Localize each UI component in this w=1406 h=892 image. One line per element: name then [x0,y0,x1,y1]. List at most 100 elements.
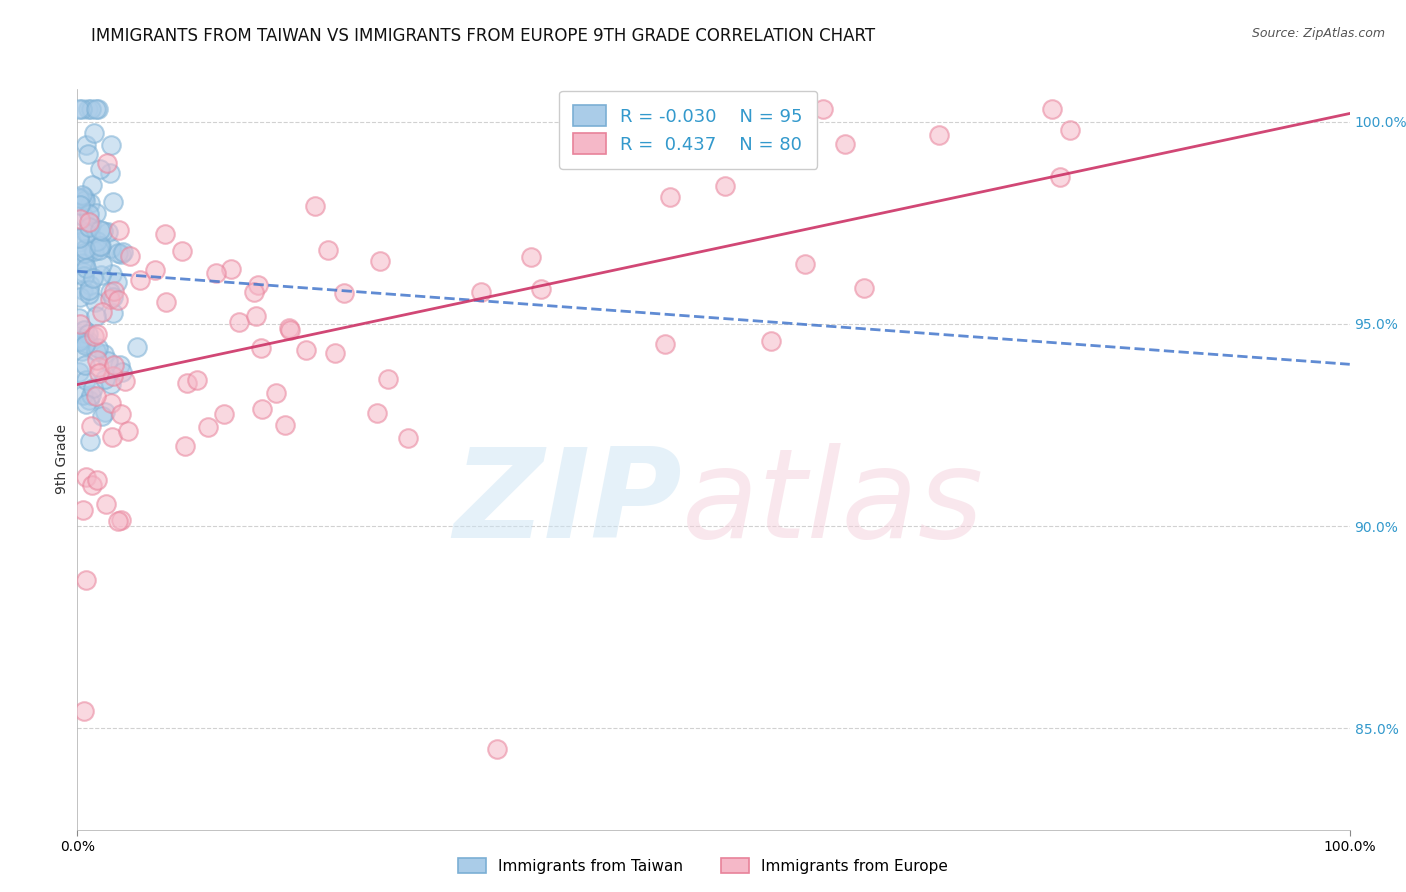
Point [75,137,97,152]
Point [73,268,96,283]
Point [82,270,104,285]
Point [77,227,100,241]
Point [264,385,287,400]
Point [530,282,553,296]
Point [97,354,120,368]
Point [83,126,105,140]
Point [759,334,782,348]
Point [90,239,112,253]
Point [811,103,834,117]
Point [143,262,166,277]
Point [67,334,90,348]
Text: ZIP: ZIP [453,443,682,565]
Point [75,373,97,387]
Point [105,276,128,290]
Point [118,249,141,263]
Point [173,438,195,452]
Point [278,323,301,337]
Point [245,309,267,323]
Point [103,359,125,373]
Point [79,434,101,449]
Point [75,397,97,411]
Point [73,190,96,204]
Point [73,358,96,372]
Point [114,374,136,388]
Point [87,342,110,356]
Point [75,261,97,276]
Point [73,210,96,224]
Point [101,369,124,384]
Point [100,241,122,255]
Point [87,243,110,257]
Point [67,231,90,245]
Point [274,417,297,432]
Point [75,246,97,260]
Point [103,284,125,298]
Point [82,382,104,396]
Point [79,196,101,211]
Point [219,261,242,276]
Point [72,188,94,202]
Point [129,273,152,287]
Point [89,162,111,177]
Point [72,502,94,516]
Point [396,431,419,445]
Point [84,103,107,117]
Point [325,345,347,359]
Point [84,294,107,309]
Point [110,247,132,261]
Point [73,193,96,207]
Point [834,136,856,151]
Point [98,166,121,180]
Point [278,321,301,335]
Point [87,103,110,117]
Point [89,239,111,253]
Point [69,198,91,212]
Point [295,343,318,357]
Point [250,401,273,416]
Point [654,337,676,351]
Point [108,358,131,372]
Point [110,408,132,422]
Point [86,234,108,248]
Point [72,265,94,279]
Point [91,224,114,238]
Point [928,128,950,143]
Point [97,225,120,239]
Point [659,190,682,204]
Point [69,235,91,249]
Point [69,318,91,332]
Text: IMMIGRANTS FROM TAIWAN VS IMMIGRANTS FROM EUROPE 9TH GRADE CORRELATION CHART: IMMIGRANTS FROM TAIWAN VS IMMIGRANTS FRO… [91,27,876,45]
Point [79,277,101,292]
Point [69,211,91,226]
Point [83,244,105,258]
Point [77,103,100,117]
Point [368,254,391,268]
Point [155,295,177,310]
Point [89,223,111,237]
Point [101,290,124,304]
Point [1059,122,1081,136]
Point [73,337,96,351]
Point [794,257,817,271]
Point [111,364,134,378]
Point [853,281,876,295]
Point [332,285,354,300]
Point [69,290,91,304]
Point [70,255,93,269]
Point [366,405,388,419]
Point [127,340,149,354]
Point [170,244,193,259]
Point [77,286,100,301]
Point [70,103,93,117]
Point [86,353,108,368]
Point [100,396,122,410]
Point [101,194,124,209]
Point [247,277,270,292]
Point [100,430,122,444]
Point [153,227,176,241]
Text: Source: ZipAtlas.com: Source: ZipAtlas.com [1251,27,1385,40]
Point [176,376,198,390]
Point [96,155,118,169]
Point [228,315,250,329]
